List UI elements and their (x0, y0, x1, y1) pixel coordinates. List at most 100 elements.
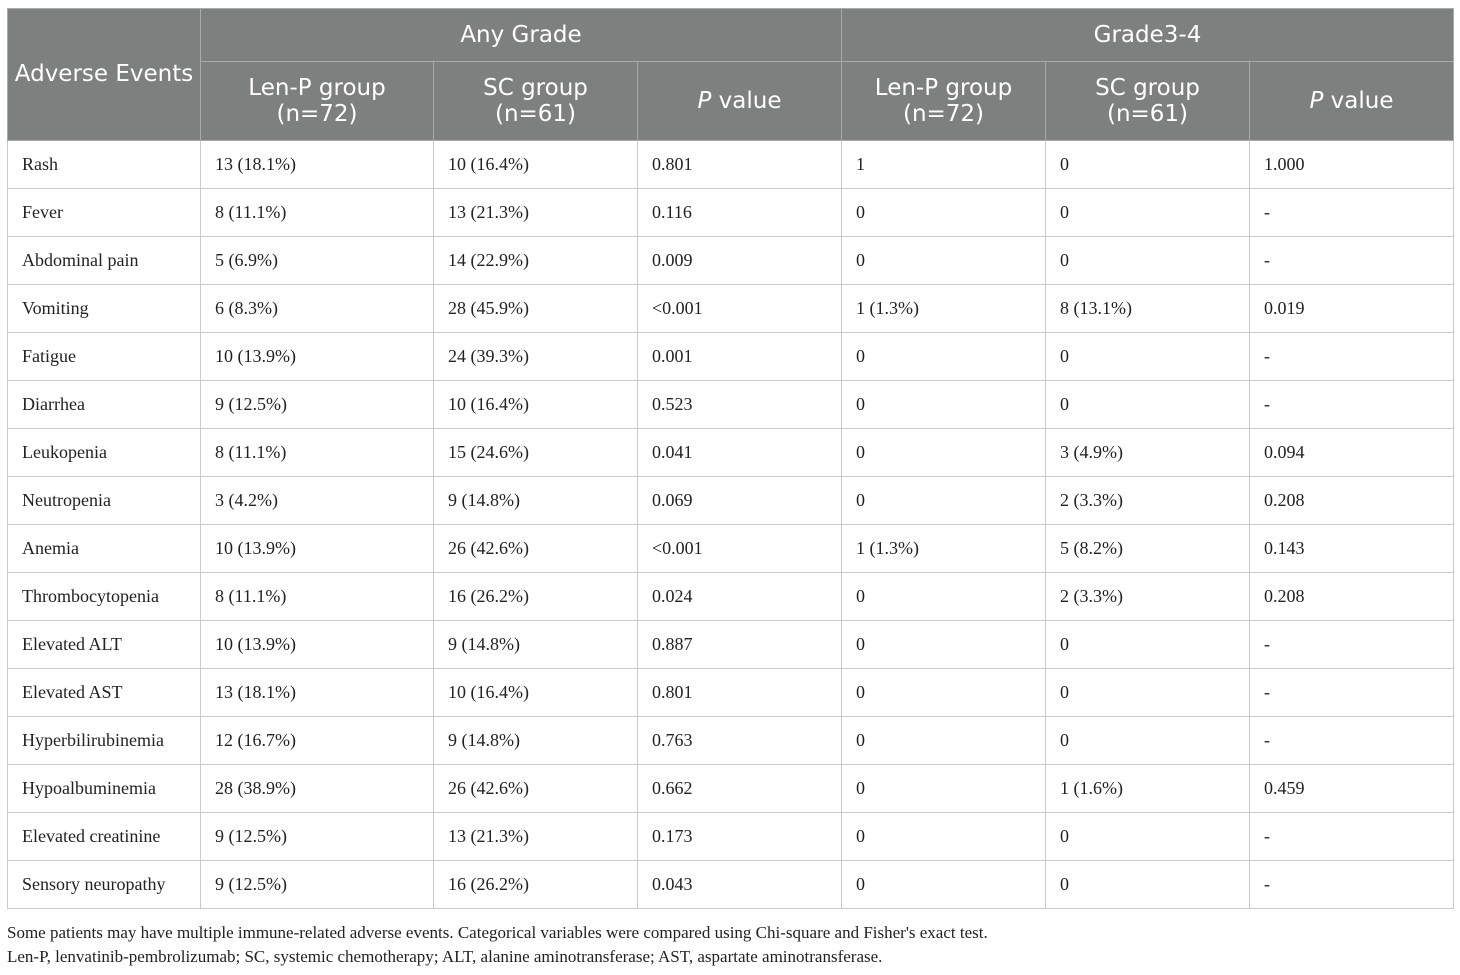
lenp-g34-cell: 0 (841, 428, 1046, 477)
event-cell: Elevated creatinine (7, 812, 201, 861)
table-header: Adverse Events Any Grade Grade3-4 Len-P … (7, 8, 1455, 141)
sc-g34-cell: 0 (1045, 716, 1250, 765)
table-row: Rash 13 (18.1%) 10 (16.4%) 0.801 1 0 1.000 (7, 140, 1455, 189)
header-lenp-any: Len-P group (n=72) (200, 61, 434, 141)
p-any-cell: 0.001 (637, 332, 842, 381)
p-g34-cell: 1.000 (1248, 140, 1455, 189)
p-g34-cell: 0.459 (1248, 764, 1455, 813)
sc-any-cell: 26 (42.6%) (433, 524, 638, 573)
sc-g34-cell: 2 (3.3%) (1045, 476, 1250, 525)
lenp-any-cell: 10 (13.9%) (200, 620, 434, 669)
event-cell: Hypoalbuminemia (7, 764, 201, 813)
sc-g34-cell: 5 (8.2%) (1045, 524, 1250, 573)
p-g34-cell: 0.143 (1248, 524, 1455, 573)
table-footnotes: Some patients may have multiple immune-r… (7, 921, 1453, 969)
lenp-any-cell: 9 (12.5%) (200, 860, 434, 909)
sc-g34-cell: 0 (1045, 236, 1250, 285)
event-cell: Rash (7, 140, 201, 189)
p-any-cell: 0.801 (637, 140, 842, 189)
lenp-g34-cell: 1 (1.3%) (841, 524, 1046, 573)
lenp-g34-cell: 0 (841, 860, 1046, 909)
lenp-g34-cell: 0 (841, 716, 1046, 765)
lenp-g34-cell: 0 (841, 572, 1046, 621)
header-lenp-g34: Len-P group (n=72) (841, 61, 1046, 141)
lenp-g34-cell: 0 (841, 620, 1046, 669)
adverse-events-table: Adverse Events Any Grade Grade3-4 Len-P … (7, 8, 1455, 909)
sc-g34-cell: 0 (1045, 620, 1250, 669)
table-row: Sensory neuropathy 9 (12.5%) 16 (26.2%) 0.0… (7, 860, 1455, 909)
sc-any-cell: 28 (45.9%) (433, 284, 638, 333)
table-row: Diarrhea 9 (12.5%) 10 (16.4%) 0.523 0 0- (7, 380, 1455, 429)
lenp-any-cell: 9 (12.5%) (200, 380, 434, 429)
lenp-any-cell: 3 (4.2%) (200, 476, 434, 525)
table-row: Fever 8 (11.1%) 13 (21.3%) 0.116 0 0- (7, 188, 1455, 237)
lenp-g34-cell: 0 (841, 476, 1046, 525)
sc-g34-cell: 0 (1045, 812, 1250, 861)
p-g34-cell: 0.019 (1248, 284, 1455, 333)
footnote-2: Len-P, lenvatinib-pembrolizumab; SC, sys… (7, 947, 883, 966)
event-cell: Diarrhea (7, 380, 201, 429)
p-any-cell: 0.069 (637, 476, 842, 525)
lenp-g34-cell: 0 (841, 380, 1046, 429)
table-row: Anemia 10 (13.9%) 26 (42.6%) <0.001 1 (1.3%)… (7, 524, 1455, 573)
sc-any-cell: 13 (21.3%) (433, 188, 638, 237)
lenp-any-cell: 10 (13.9%) (200, 524, 434, 573)
lenp-g34-cell: 0 (841, 332, 1046, 381)
p-g34-cell: - (1248, 620, 1455, 669)
table-row: Thrombocytopenia 8 (11.1%) 16 (26.2%) 0.024… (7, 572, 1455, 621)
sc-any-cell: 9 (14.8%) (433, 476, 638, 525)
p-g34-cell: - (1248, 812, 1455, 861)
sc-g34-cell: 8 (13.1%) (1045, 284, 1250, 333)
lenp-any-cell: 8 (11.1%) (200, 428, 434, 477)
p-g34-cell: 0.208 (1248, 476, 1455, 525)
sc-any-cell: 10 (16.4%) (433, 668, 638, 717)
sc-any-cell: 13 (21.3%) (433, 812, 638, 861)
table-row: Neutropenia 3 (4.2%) 9 (14.8%) 0.069 0 2 (3.3… (7, 476, 1455, 525)
table-row: Hypoalbuminemia 28 (38.9%) 26 (42.6%) 0.662… (7, 764, 1455, 813)
sc-g34-cell: 2 (3.3%) (1045, 572, 1250, 621)
lenp-g34-cell: 0 (841, 668, 1046, 717)
event-cell: Abdominal pain (7, 236, 201, 285)
p-any-cell: 0.662 (637, 764, 842, 813)
p-any-cell: 0.009 (637, 236, 842, 285)
sc-g34-cell: 0 (1045, 860, 1250, 909)
table-row: Vomiting 6 (8.3%) 28 (45.9%) <0.001 1 (1.3%)… (7, 284, 1455, 333)
lenp-any-cell: 8 (11.1%) (200, 572, 434, 621)
event-cell: Anemia (7, 524, 201, 573)
lenp-g34-cell: 0 (841, 764, 1046, 813)
footnote-1: Some patients may have multiple immune-r… (7, 923, 988, 942)
header-row-columns: Len-P group (n=72) SC group (n=61) P value… (8, 61, 1455, 141)
adverse-events-table-container: Adverse Events Any Grade Grade3-4 Len-P … (7, 8, 1455, 909)
table-body: Rash 13 (18.1%) 10 (16.4%) 0.801 1 0 1.000 Feve… (7, 140, 1455, 909)
p-any-cell: 0.887 (637, 620, 842, 669)
sc-any-cell: 10 (16.4%) (433, 380, 638, 429)
p-any-cell: 0.116 (637, 188, 842, 237)
event-cell: Elevated AST (7, 668, 201, 717)
header-grade34: Grade3-4 (840, 8, 1455, 62)
p-g34-cell: - (1248, 716, 1455, 765)
sc-any-cell: 14 (22.9%) (433, 236, 638, 285)
lenp-g34-cell: 1 (841, 140, 1046, 189)
sc-any-cell: 16 (26.2%) (433, 572, 638, 621)
table-row: Elevated ALT 10 (13.9%) 9 (14.8%) 0.887 0 0- (7, 620, 1455, 669)
header-row-groups: Adverse Events Any Grade Grade3-4 (7, 8, 1455, 141)
event-cell: Hyperbilirubinemia (7, 716, 201, 765)
table-row: Leukopenia 8 (11.1%) 15 (24.6%) 0.041 0 3 (4.… (7, 428, 1455, 477)
p-g34-cell: 0.208 (1248, 572, 1455, 621)
lenp-any-cell: 13 (18.1%) (200, 668, 434, 717)
header-p-g34: P value (1248, 61, 1455, 141)
p-g34-cell: - (1248, 668, 1455, 717)
lenp-any-cell: 12 (16.7%) (200, 716, 434, 765)
header-p-any: P value (637, 61, 842, 141)
table-row: Hyperbilirubinemia 12 (16.7%) 9 (14.8%) 0.7… (7, 716, 1455, 765)
lenp-any-cell: 9 (12.5%) (200, 812, 434, 861)
sc-g34-cell: 0 (1045, 188, 1250, 237)
lenp-g34-cell: 0 (841, 188, 1046, 237)
sc-any-cell: 9 (14.8%) (433, 716, 638, 765)
sc-g34-cell: 1 (1.6%) (1045, 764, 1250, 813)
p-g34-cell: - (1248, 188, 1455, 237)
p-any-cell: 0.043 (637, 860, 842, 909)
p-any-cell: 0.763 (637, 716, 842, 765)
p-any-cell: 0.801 (637, 668, 842, 717)
event-cell: Thrombocytopenia (7, 572, 201, 621)
